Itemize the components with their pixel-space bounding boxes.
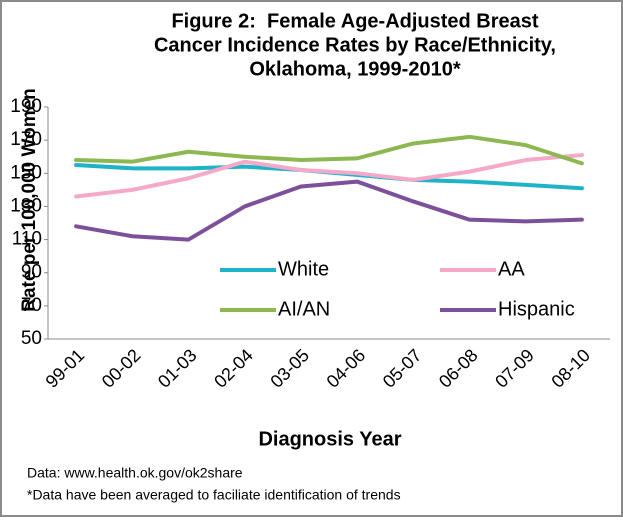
series-line [74,134,584,166]
footnote: *Data have been averaged to faciliate id… [27,487,401,503]
footnote: Data: www.health.ok.gov/ok2share [27,465,243,481]
series-line [74,153,584,199]
legend-label: AI/AN [278,298,330,320]
y-tick-label: 50 [21,328,42,349]
series-line [74,179,584,242]
y-tick-label: 190 [10,96,42,117]
chart-title: Oklahoma, 1999-2010* [249,58,460,80]
y-tick-label: 170 [10,129,42,150]
chart-title: Cancer Incidence Rates by Race/Ethnicity… [154,34,556,56]
y-tick-label: 90 [21,262,42,283]
y-tick-label: 110 [12,229,42,250]
x-axis-label: Diagnosis Year [258,428,401,450]
chart-title: Figure 2: Female Age-Adjusted Breast [171,10,538,32]
legend-label: White [278,258,329,280]
y-tick-label: 150 [10,162,42,183]
y-tick-label: 70 [21,295,42,316]
y-axis-label: Rate per 100,000 Women [19,88,40,312]
legend-label: Hispanic [498,298,575,320]
legend-label: AA [498,258,525,280]
y-tick-label: 130 [10,195,42,216]
